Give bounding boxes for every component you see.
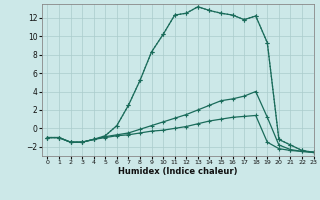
X-axis label: Humidex (Indice chaleur): Humidex (Indice chaleur)	[118, 167, 237, 176]
